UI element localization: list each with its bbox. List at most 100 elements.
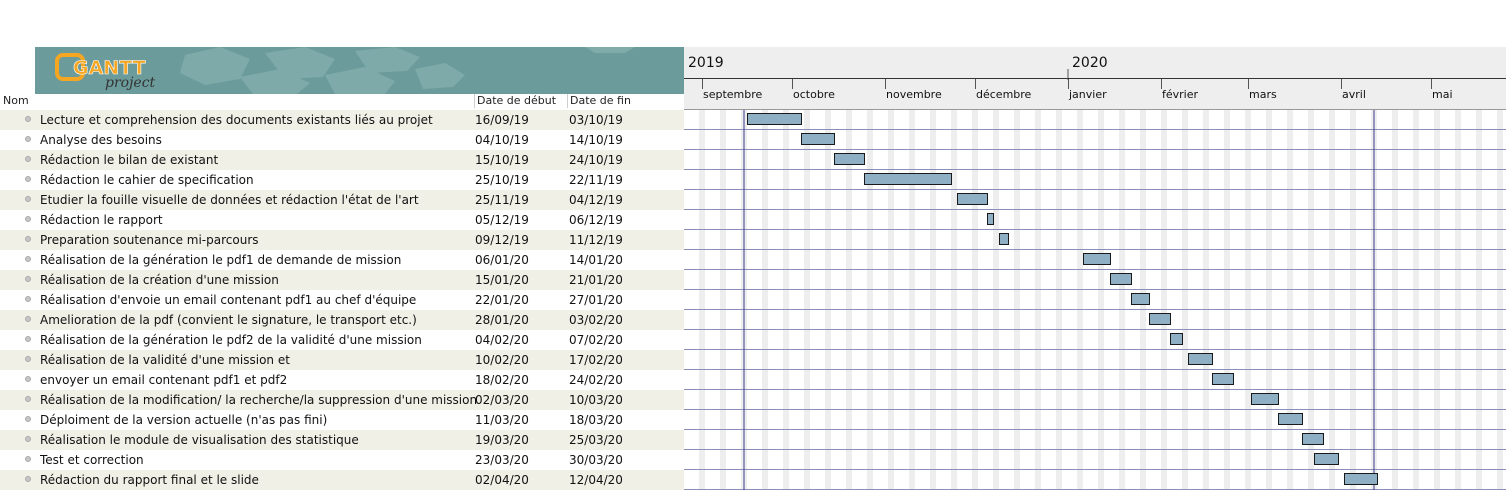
task-start-date[interactable]: 02/03/20 (475, 393, 529, 407)
task-name[interactable]: Amelioration de la pdf (convient le sign… (40, 313, 417, 327)
task-start-date[interactable]: 11/03/20 (475, 413, 529, 427)
table-row[interactable]: Rédaction le cahier de specification 25/1… (0, 170, 684, 190)
task-start-date[interactable]: 15/10/19 (475, 153, 529, 167)
task-end-date[interactable]: 07/02/20 (569, 333, 623, 347)
task-start-date[interactable]: 15/01/20 (475, 273, 529, 287)
task-start-date[interactable]: 22/01/20 (475, 293, 529, 307)
table-row[interactable]: Amelioration de la pdf (convient le sign… (0, 310, 684, 330)
task-name[interactable]: Rédaction le cahier de specification (40, 173, 254, 187)
column-header-end-date[interactable]: Date de fin (570, 94, 631, 107)
table-row[interactable]: Rédaction du rapport final et le slide 02… (0, 470, 684, 490)
column-header-start-date[interactable]: Date de début (477, 94, 557, 107)
task-name[interactable]: Réalisation de la création d'une mission (40, 273, 279, 287)
table-row[interactable]: Analyse des besoins 04/10/19 14/10/19 (0, 130, 684, 150)
task-end-date[interactable]: 12/04/20 (569, 473, 623, 487)
task-end-date[interactable]: 14/10/19 (569, 133, 623, 147)
task-end-date[interactable]: 24/10/19 (569, 153, 623, 167)
task-start-date[interactable]: 05/12/19 (475, 213, 529, 227)
task-start-date[interactable]: 10/02/20 (475, 353, 529, 367)
task-bar[interactable] (1083, 253, 1111, 265)
task-name[interactable]: envoyer un email contenant pdf1 et pdf2 (40, 373, 288, 387)
task-end-date[interactable]: 17/02/20 (569, 353, 623, 367)
task-bar[interactable] (1212, 373, 1234, 385)
task-bar[interactable] (1131, 293, 1150, 305)
column-header-name[interactable]: Nom (3, 94, 29, 107)
task-name[interactable]: Rédaction le bilan de existant (40, 153, 219, 167)
table-row[interactable]: Etudier la fouille visuelle de données e… (0, 190, 684, 210)
task-start-date[interactable]: 06/01/20 (475, 253, 529, 267)
table-row[interactable]: Déploiment de la version actuelle (n'as … (0, 410, 684, 430)
task-name[interactable]: Etudier la fouille visuelle de données e… (40, 193, 419, 207)
task-bar[interactable] (1149, 313, 1171, 325)
task-end-date[interactable]: 04/12/19 (569, 193, 623, 207)
task-name[interactable]: Lecture et comprehension des documents e… (40, 113, 433, 127)
task-bar[interactable] (864, 173, 952, 185)
task-start-date[interactable]: 04/10/19 (475, 133, 529, 147)
task-end-date[interactable]: 30/03/20 (569, 453, 623, 467)
task-name[interactable]: Preparation soutenance mi-parcours (40, 233, 259, 247)
task-bar[interactable] (987, 213, 994, 225)
task-bar[interactable] (1110, 273, 1132, 285)
task-start-date[interactable]: 02/04/20 (475, 473, 529, 487)
task-end-date[interactable]: 14/01/20 (569, 253, 623, 267)
table-row[interactable]: Preparation soutenance mi-parcours 09/12/… (0, 230, 684, 250)
task-end-date[interactable]: 25/03/20 (569, 433, 623, 447)
task-bar[interactable] (1314, 453, 1339, 465)
task-bar[interactable] (1302, 433, 1324, 445)
task-name[interactable]: Analyse des besoins (40, 133, 162, 147)
task-name[interactable]: Réalisation de la validité d'une mission… (40, 353, 290, 367)
table-row[interactable]: Réalisation de la création d'une mission… (0, 270, 684, 290)
task-name[interactable]: Déploiment de la version actuelle (n'as … (40, 413, 328, 427)
task-name[interactable]: Réalisation le module de visualisation d… (40, 433, 359, 447)
table-row[interactable]: Réalisation d'envoie un email contenant … (0, 290, 684, 310)
table-row[interactable]: Rédaction le bilan de existant 15/10/19 24… (0, 150, 684, 170)
table-row[interactable]: Réalisation de la modification/ la reche… (0, 390, 684, 410)
task-start-date[interactable]: 23/03/20 (475, 453, 529, 467)
task-end-date[interactable]: 27/01/20 (569, 293, 623, 307)
task-bar[interactable] (957, 193, 988, 205)
table-row[interactable]: Réalisation de la génération le pdf1 de … (0, 250, 684, 270)
table-row[interactable]: Rédaction le rapport 05/12/19 06/12/19 (0, 210, 684, 230)
task-name[interactable]: Réalisation de la génération le pdf1 de … (40, 253, 402, 267)
table-row[interactable]: Réalisation de la validité d'une mission… (0, 350, 684, 370)
task-bar[interactable] (999, 233, 1009, 245)
task-start-date[interactable]: 25/11/19 (475, 193, 529, 207)
task-end-date[interactable]: 06/12/19 (569, 213, 623, 227)
task-name[interactable]: Rédaction le rapport (40, 213, 163, 227)
column-separator[interactable] (474, 94, 475, 108)
task-name[interactable]: Réalisation d'envoie un email contenant … (40, 293, 417, 307)
task-start-date[interactable]: 19/03/20 (475, 433, 529, 447)
task-bar[interactable] (747, 113, 802, 125)
task-name[interactable]: Test et correction (40, 453, 144, 467)
table-row[interactable]: Test et correction 23/03/20 30/03/20 (0, 450, 684, 470)
table-row[interactable]: Réalisation le module de visualisation d… (0, 430, 684, 450)
task-end-date[interactable]: 03/02/20 (569, 313, 623, 327)
task-bar[interactable] (834, 153, 865, 165)
column-separator[interactable] (567, 94, 568, 108)
task-start-date[interactable]: 28/01/20 (475, 313, 529, 327)
task-start-date[interactable]: 16/09/19 (475, 113, 529, 127)
task-start-date[interactable]: 09/12/19 (475, 233, 529, 247)
task-bar[interactable] (1344, 473, 1378, 485)
task-bar[interactable] (1170, 333, 1183, 345)
task-end-date[interactable]: 21/01/20 (569, 273, 623, 287)
task-end-date[interactable]: 24/02/20 (569, 373, 623, 387)
table-row[interactable]: Réalisation de la génération le pdf2 de … (0, 330, 684, 350)
task-start-date[interactable]: 18/02/20 (475, 373, 529, 387)
task-bar[interactable] (1188, 353, 1213, 365)
task-name[interactable]: Rédaction du rapport final et le slide (40, 473, 259, 487)
task-start-date[interactable]: 25/10/19 (475, 173, 529, 187)
table-row[interactable]: Lecture et comprehension des documents e… (0, 110, 684, 130)
task-end-date[interactable]: 18/03/20 (569, 413, 623, 427)
task-name[interactable]: Réalisation de la génération le pdf2 de … (40, 333, 422, 347)
task-start-date[interactable]: 04/02/20 (475, 333, 529, 347)
task-bar[interactable] (801, 133, 835, 145)
task-end-date[interactable]: 10/03/20 (569, 393, 623, 407)
task-name[interactable]: Réalisation de la modification/ la reche… (40, 393, 478, 407)
task-end-date[interactable]: 22/11/19 (569, 173, 623, 187)
task-end-date[interactable]: 03/10/19 (569, 113, 623, 127)
task-bar[interactable] (1251, 393, 1279, 405)
task-end-date[interactable]: 11/12/19 (569, 233, 623, 247)
task-bar[interactable] (1278, 413, 1303, 425)
table-row[interactable]: envoyer un email contenant pdf1 et pdf2 1… (0, 370, 684, 390)
